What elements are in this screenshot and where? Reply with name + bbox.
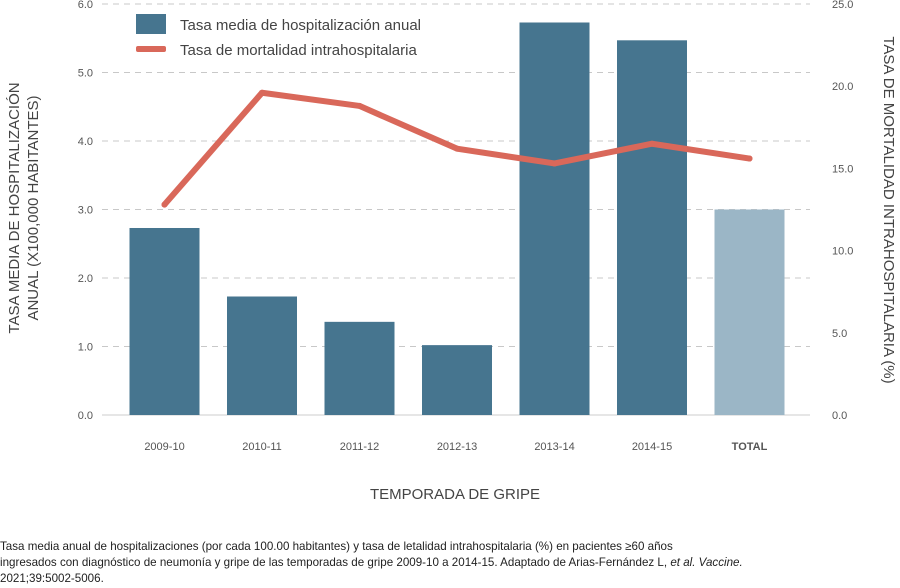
x-axis-ticks: 2009-10 2010-11 2011-12 2012-13 2013-14 2014-… bbox=[144, 441, 767, 453]
x-axis-title: TEMPORADA DE GRIPE bbox=[370, 486, 540, 503]
left-tick-label: 3.0 bbox=[78, 205, 93, 217]
y-axis-left-title-line2: ANUAL (X100,000 HABITANTES) bbox=[25, 95, 42, 320]
caption-line-3: 2021;39:5002-5006. bbox=[0, 572, 104, 585]
caption-line-2-italic: et al. Vaccine. bbox=[670, 556, 743, 569]
mortality-line bbox=[161, 89, 753, 208]
bar-2014-15 bbox=[617, 40, 687, 416]
mortality-point-2009-10 bbox=[161, 201, 168, 208]
y-axis-right-title: TASA DE MORTALIDAD INTRAHOSPITALARIA (%) bbox=[880, 36, 897, 383]
right-axis-ticks: 0.0 5.0 10.0 15.0 20.0 25.0 bbox=[832, 0, 853, 422]
bar-2009-10 bbox=[129, 227, 200, 415]
mortality-point-2012-13 bbox=[454, 145, 460, 152]
legend-bar-swatch bbox=[136, 14, 166, 34]
mortality-point-2014-15 bbox=[649, 140, 655, 147]
bar-2012-13 bbox=[422, 345, 492, 415]
caption-line-2-text: ingresados con diagnóstico de neumonía y… bbox=[0, 556, 671, 569]
mortality-point-total bbox=[746, 155, 753, 162]
right-tick-label: 25.0 bbox=[832, 0, 853, 11]
left-tick-label: 0.0 bbox=[78, 410, 93, 422]
mortality-point-2010-11 bbox=[259, 89, 265, 96]
caption-line-2: ingresados con diagnóstico de neumonía y… bbox=[0, 555, 900, 571]
left-tick-label: 1.0 bbox=[78, 342, 93, 354]
x-tick-label: 2010-11 bbox=[242, 441, 282, 453]
mortality-point-2013-14 bbox=[551, 160, 558, 167]
x-tick-label: TOTAL bbox=[732, 441, 768, 453]
right-tick-label: 5.0 bbox=[832, 328, 847, 340]
bar-total bbox=[714, 209, 785, 415]
left-tick-label: 6.0 bbox=[78, 0, 93, 11]
legend-bar-label: Tasa media de hospitalización anual bbox=[180, 17, 421, 34]
y-axis-left-title-line1: TASA MEDIA DE HOSPITALIZACIÓN bbox=[6, 82, 23, 333]
right-tick-label: 10.0 bbox=[832, 246, 853, 258]
x-tick-label: 2013-14 bbox=[534, 441, 574, 453]
legend: Tasa media de hospitalización anual Tasa… bbox=[136, 14, 421, 59]
combo-chart: 0.0 1.0 2.0 3.0 4.0 5.0 6.0 0.0 5.0 10.0 15.0 20.0… bbox=[6, 0, 897, 503]
x-tick-label: 2011-12 bbox=[340, 441, 380, 453]
right-tick-label: 15.0 bbox=[832, 163, 853, 175]
left-axis-ticks: 0.0 1.0 2.0 3.0 4.0 5.0 6.0 bbox=[78, 0, 93, 422]
bar-2010-11 bbox=[227, 296, 297, 415]
x-tick-label: 2012-13 bbox=[437, 441, 477, 453]
x-tick-label: 2014-15 bbox=[632, 441, 672, 453]
figure-caption: Tasa media anual de hospitalizaciones (p… bbox=[0, 539, 900, 587]
right-tick-label: 20.0 bbox=[832, 81, 853, 93]
legend-line-swatch bbox=[136, 46, 166, 52]
right-tick-label: 0.0 bbox=[832, 410, 847, 422]
bars bbox=[129, 22, 785, 416]
left-tick-label: 2.0 bbox=[78, 273, 93, 285]
legend-line-label: Tasa de mortalidad intrahospitalaria bbox=[180, 42, 417, 59]
caption-line-1: Tasa media anual de hospitalizaciones (p… bbox=[0, 540, 673, 553]
bar-2013-14 bbox=[519, 22, 590, 416]
x-tick-label: 2009-10 bbox=[144, 441, 184, 453]
bar-2011-12 bbox=[324, 321, 395, 415]
left-tick-label: 4.0 bbox=[78, 136, 93, 148]
mortality-point-2011-12 bbox=[356, 102, 363, 109]
left-tick-label: 5.0 bbox=[78, 68, 93, 80]
